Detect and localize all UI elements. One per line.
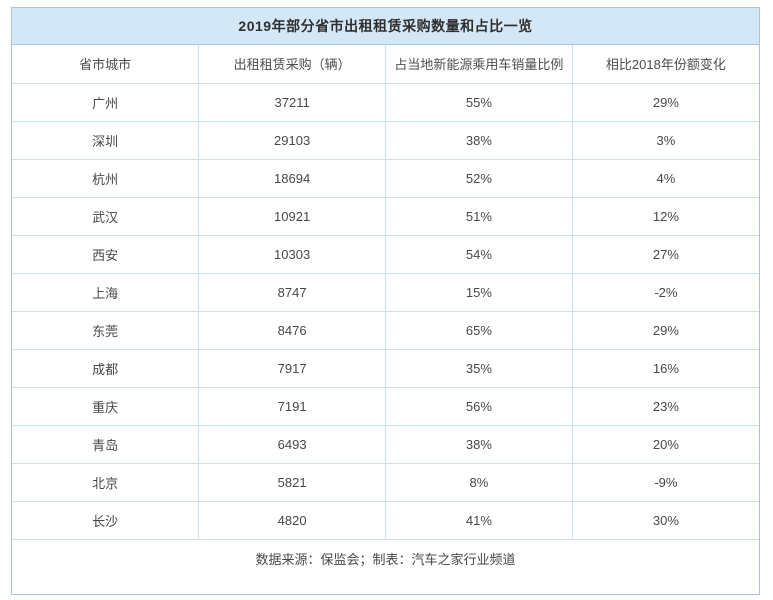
cell-purchase: 29103: [198, 120, 386, 160]
table-row: 深圳 29103 38% 3%: [12, 120, 759, 160]
cell-city: 武汉: [12, 196, 200, 236]
cell-share-change: 20%: [571, 424, 759, 464]
cell-purchase: 18694: [198, 158, 386, 198]
cell-share-change: -2%: [571, 272, 759, 312]
table-body: 广州 37211 55% 29% 深圳 29103 38% 3% 杭州 1869…: [12, 82, 759, 540]
cell-purchase: 10303: [198, 234, 386, 274]
cell-sales-ratio: 56%: [385, 386, 573, 426]
cell-city: 广州: [12, 82, 200, 122]
cell-share-change: 16%: [571, 348, 759, 388]
column-header-share-change: 相比2018年份额变化: [571, 45, 759, 84]
table-row: 重庆 7191 56% 23%: [12, 386, 759, 426]
cell-purchase: 6493: [198, 424, 386, 464]
column-header-purchase: 出租租赁采购（辆）: [198, 45, 386, 84]
table-header-row: 省市城市 出租租赁采购（辆） 占当地新能源乘用车销量比例 相比2018年份额变化: [12, 45, 759, 84]
table-footer: 数据来源：保监会；制表：汽车之家行业频道: [12, 538, 759, 577]
cell-purchase: 10921: [198, 196, 386, 236]
cell-sales-ratio: 38%: [385, 120, 573, 160]
table-row: 广州 37211 55% 29%: [12, 82, 759, 122]
cell-purchase: 8476: [198, 310, 386, 350]
cell-city: 长沙: [12, 500, 200, 540]
cell-share-change: 4%: [571, 158, 759, 198]
cell-sales-ratio: 54%: [385, 234, 573, 274]
column-header-city: 省市城市: [12, 45, 200, 84]
city-purchase-table: 省市城市 出租租赁采购（辆） 占当地新能源乘用车销量比例 相比2018年份额变化…: [12, 45, 759, 577]
cell-sales-ratio: 51%: [385, 196, 573, 236]
cell-purchase: 37211: [198, 82, 386, 122]
cell-share-change: -9%: [571, 462, 759, 502]
cell-share-change: 3%: [571, 120, 759, 160]
cell-sales-ratio: 35%: [385, 348, 573, 388]
cell-purchase: 7191: [198, 386, 386, 426]
column-header-sales-ratio: 占当地新能源乘用车销量比例: [385, 45, 573, 84]
cell-city: 上海: [12, 272, 200, 312]
table-row: 成都 7917 35% 16%: [12, 348, 759, 388]
cell-sales-ratio: 65%: [385, 310, 573, 350]
cell-city: 深圳: [12, 120, 200, 160]
table-row: 青岛 6493 38% 20%: [12, 424, 759, 464]
cell-sales-ratio: 8%: [385, 462, 573, 502]
cell-city: 北京: [12, 462, 200, 502]
cell-share-change: 29%: [571, 310, 759, 350]
source-note-row: 数据来源：保监会；制表：汽车之家行业频道: [12, 538, 759, 577]
table-row: 上海 8747 15% -2%: [12, 272, 759, 312]
cell-city: 西安: [12, 234, 200, 274]
cell-purchase: 5821: [198, 462, 386, 502]
table-row: 北京 5821 8% -9%: [12, 462, 759, 502]
cell-sales-ratio: 52%: [385, 158, 573, 198]
cell-city: 东莞: [12, 310, 200, 350]
cell-share-change: 29%: [571, 82, 759, 122]
cell-sales-ratio: 15%: [385, 272, 573, 312]
cell-share-change: 23%: [571, 386, 759, 426]
cell-share-change: 12%: [571, 196, 759, 236]
table-header: 省市城市 出租租赁采购（辆） 占当地新能源乘用车销量比例 相比2018年份额变化: [12, 45, 759, 84]
cell-share-change: 27%: [571, 234, 759, 274]
table-row: 西安 10303 54% 27%: [12, 234, 759, 274]
cell-sales-ratio: 41%: [385, 500, 573, 540]
table-row: 长沙 4820 41% 30%: [12, 500, 759, 540]
cell-purchase: 8747: [198, 272, 386, 312]
table-row: 东莞 8476 65% 29%: [12, 310, 759, 350]
cell-purchase: 7917: [198, 348, 386, 388]
cell-city: 成都: [12, 348, 200, 388]
cell-city: 青岛: [12, 424, 200, 464]
cell-purchase: 4820: [198, 500, 386, 540]
source-note: 数据来源：保监会；制表：汽车之家行业频道: [12, 538, 759, 577]
table-title: 2019年部分省市出租租赁采购数量和占比一览: [12, 8, 759, 45]
cell-sales-ratio: 55%: [385, 82, 573, 122]
data-table-panel: 2019年部分省市出租租赁采购数量和占比一览 省市城市 出租租赁采购（辆） 占当…: [11, 7, 760, 595]
table-row: 杭州 18694 52% 4%: [12, 158, 759, 198]
cell-city: 杭州: [12, 158, 200, 198]
table-row: 武汉 10921 51% 12%: [12, 196, 759, 236]
cell-city: 重庆: [12, 386, 200, 426]
cell-sales-ratio: 38%: [385, 424, 573, 464]
cell-share-change: 30%: [571, 500, 759, 540]
